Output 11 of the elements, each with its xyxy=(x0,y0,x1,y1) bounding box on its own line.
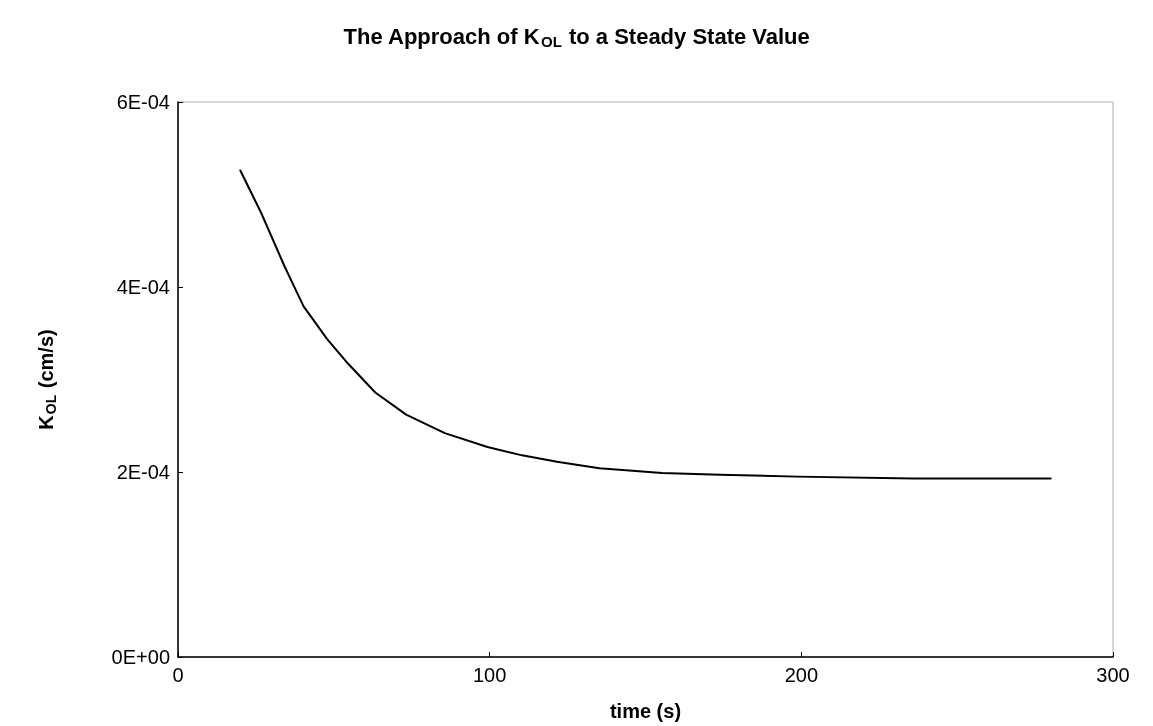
y-axis-title: KOL (cm/s) xyxy=(35,329,59,430)
x-tick-label: 0 xyxy=(172,664,184,686)
x-tick-label: 200 xyxy=(784,664,819,686)
y-tick-label: 2E-04 xyxy=(116,461,170,483)
line-series xyxy=(239,169,1052,480)
x-tick-label: 100 xyxy=(472,664,507,686)
y-tick-label: 0E+00 xyxy=(111,646,170,668)
y-tick-label: 4E-04 xyxy=(116,276,170,298)
x-tick-label: 300 xyxy=(1096,664,1130,686)
y-tick-label: 6E-04 xyxy=(116,91,170,113)
x-axis-title: time (s) xyxy=(609,700,682,722)
